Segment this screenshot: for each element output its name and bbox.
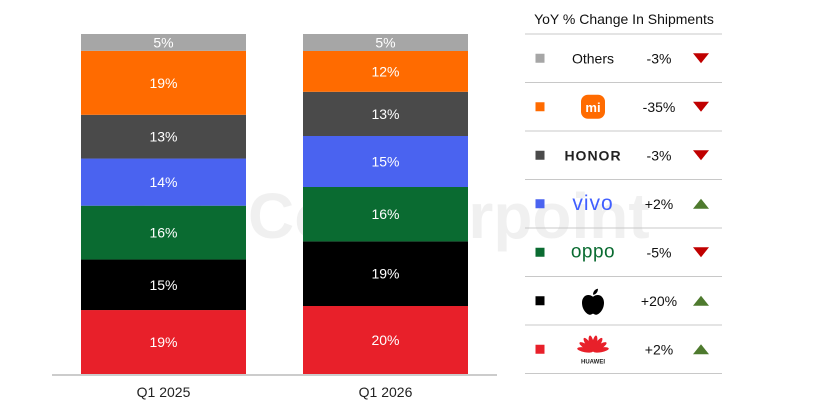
legend-brand-vivo: vivo	[572, 192, 613, 215]
bar-segment-huawei	[303, 306, 468, 374]
yoy-change-value: +20%	[641, 293, 677, 309]
bar-segment-apple	[81, 259, 246, 311]
data-label: 12%	[371, 63, 399, 79]
bar-segment-oppo	[303, 187, 468, 242]
data-label: 15%	[149, 277, 177, 293]
brand-label: Others	[572, 50, 614, 66]
bar-segment-xiaomi	[303, 51, 468, 92]
legend-title: YoY % Change In Shipments	[534, 11, 714, 27]
bar-segment-apple	[303, 241, 468, 306]
legend-swatch-oppo	[535, 247, 545, 257]
bar-segment-vivo	[303, 136, 468, 187]
x-tick-label: Q1 2026	[359, 384, 413, 400]
bar-segment-others	[81, 34, 246, 51]
brand-label: mi	[585, 100, 600, 115]
up-triangle-icon	[693, 295, 709, 306]
honor-wordmark: HONOR	[564, 147, 621, 163]
legend-swatch-honor	[535, 150, 545, 160]
oppo-wordmark: oppo	[571, 241, 615, 262]
yoy-change-value: -3%	[647, 147, 672, 163]
data-label: 16%	[371, 206, 399, 222]
up-triangle-icon	[693, 344, 709, 355]
data-label: 14%	[149, 174, 177, 190]
down-triangle-icon	[693, 53, 709, 64]
bar-segment-honor	[81, 114, 246, 159]
legend-brand-apple	[582, 288, 604, 315]
stacked-bars: 19% 15% 16% 14% 13% 19% 5% 20% 19% 16% 15% 13% 12% 5%	[81, 34, 468, 374]
bar-segment-honor	[303, 91, 468, 136]
legend-table: YoY % Change In Shipments Others -3% mi -35%…	[525, 11, 722, 374]
vivo-wordmark: vivo	[572, 192, 613, 215]
yoy-change-value: -5%	[647, 244, 672, 260]
down-triangle-icon	[693, 101, 709, 112]
data-label: 20%	[371, 332, 399, 348]
yoy-change-value: +2%	[645, 341, 673, 357]
x-axis: Q1 2025 Q1 2026	[52, 374, 497, 400]
legend-swatch-others	[535, 53, 545, 63]
data-label: 5%	[375, 35, 395, 51]
huawei-logo-icon: HUAWEI	[577, 335, 609, 365]
legend-swatch-xiaomi	[535, 102, 545, 112]
data-label: 19%	[149, 75, 177, 91]
data-label: 5%	[153, 34, 173, 50]
data-label: 19%	[371, 266, 399, 282]
bar-segment-oppo	[81, 205, 246, 260]
brand-label: HUAWEI	[581, 359, 605, 365]
bar-segment-huawei	[81, 310, 246, 374]
data-label: 15%	[371, 154, 399, 170]
up-triangle-icon	[693, 198, 709, 209]
bar-segment-others	[303, 34, 468, 51]
data-label: 16%	[149, 225, 177, 241]
yoy-change-value: +2%	[645, 196, 673, 212]
down-triangle-icon	[693, 150, 709, 161]
legend-brand-xiaomi: mi	[581, 94, 605, 119]
apple-logo-icon	[582, 288, 604, 315]
legend-brand-huawei: HUAWEI	[577, 335, 609, 365]
yoy-change-value: -35%	[643, 99, 676, 115]
legend-swatch-vivo	[535, 199, 545, 209]
bar-segment-vivo	[81, 158, 246, 206]
down-triangle-icon	[693, 247, 709, 258]
legend-brand-others: Others	[572, 50, 614, 66]
yoy-change-value: -3%	[647, 50, 672, 66]
data-label: 13%	[149, 129, 177, 145]
data-label: 19%	[149, 334, 177, 350]
legend-swatch-huawei	[535, 344, 545, 354]
xiaomi-logo-icon: mi	[581, 94, 605, 119]
legend-swatch-apple	[535, 296, 545, 306]
legend-brand-honor: HONOR	[564, 147, 621, 163]
legend-brand-oppo: oppo	[571, 241, 615, 262]
x-tick-label: Q1 2025	[137, 384, 191, 400]
bar-segment-xiaomi	[81, 50, 246, 115]
data-label: 13%	[371, 106, 399, 122]
